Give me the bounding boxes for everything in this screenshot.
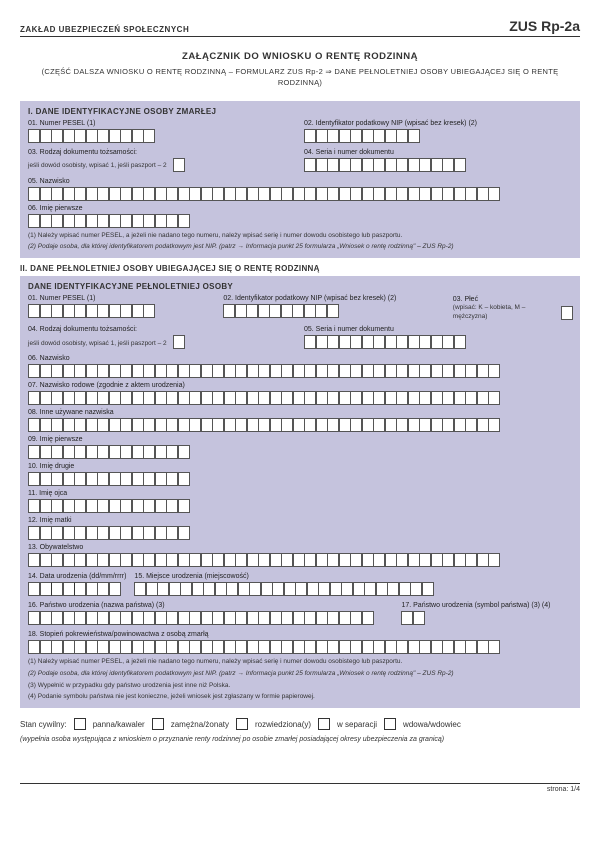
s2-f09: 09. Imię pierwsze <box>28 436 572 443</box>
form-code: ZUS Rp-2a <box>509 18 580 34</box>
checkbox-panna[interactable] <box>74 718 86 730</box>
s2-c10[interactable] <box>28 472 572 486</box>
s2-f16: 16. Państwo urodzenia (nazwa państwa) (3… <box>28 602 393 609</box>
s1-f02: 02. Identyfikator podatkowy NIP (wpisać … <box>304 120 572 127</box>
s1-docnum[interactable] <box>304 158 572 172</box>
s2-f03: 03. Płeć <box>453 295 572 304</box>
s2-f11: 11. Imię ojca <box>28 490 572 497</box>
subtitle: (CZĘŚĆ DALSZA WNIOSKU O RENTĘ RODZINNĄ –… <box>20 66 580 89</box>
s1-nip[interactable] <box>304 129 572 143</box>
s1-pesel[interactable] <box>28 129 296 143</box>
s1-note1: (1) Należy wpisać numer PESEL, a jeżeli … <box>28 232 572 241</box>
s2-c17[interactable] <box>401 611 572 625</box>
marital-opt4: w separacji <box>337 720 377 729</box>
s2-f06: 06. Nazwisko <box>28 355 572 362</box>
s2-f02: 02. Identyfikator podatkowy NIP (wpisać … <box>223 295 444 302</box>
s2-f15: 15. Miejsce urodzenia (miejscowość) <box>134 573 572 580</box>
s2-c12[interactable] <box>28 526 572 540</box>
s2-c16[interactable] <box>28 611 393 625</box>
s2-c06[interactable] <box>28 364 572 378</box>
s2-c13[interactable] <box>28 553 572 567</box>
checkbox-rozwiedziona[interactable] <box>236 718 248 730</box>
s2-plec[interactable] <box>561 306 573 320</box>
s2-f08: 08. Inne używane nazwiska <box>28 409 572 416</box>
s2-f18: 18. Stopień pokrewieństwa/powinowactwa z… <box>28 631 572 638</box>
marital-label: Stan cywilny: <box>20 720 67 729</box>
marital-note: (wypełnia osoba występująca z wnioskiem … <box>20 736 580 743</box>
marital-opt1: panna/kawaler <box>93 720 145 729</box>
s2-note3: (3) Wypełnić w przypadku gdy państwo uro… <box>28 682 572 691</box>
section2-panel: DANE IDENTYFIKACYJNE PEŁNOLETNIEJ OSOBY … <box>20 276 580 708</box>
s2-note1: (1) Należy wpisać numer PESEL, a jeżeli … <box>28 658 572 667</box>
s2-doctype[interactable] <box>173 335 185 349</box>
s2-c09[interactable] <box>28 445 572 459</box>
s2-nip[interactable] <box>223 304 444 318</box>
marital-opt2: zamężna/żonaty <box>171 720 229 729</box>
s2-f17: 17. Państwo urodzenia (symbol państwa) (… <box>401 602 572 609</box>
s2-c11[interactable] <box>28 499 572 513</box>
s1-f03: 03. Rodzaj dokumentu tożsamości: <box>28 149 296 156</box>
section1-heading: I. DANE IDENTYFIKACYJNE OSOBY ZMARŁEJ <box>28 107 572 116</box>
s2-f07: 07. Nazwisko rodowe (zgodnie z aktem uro… <box>28 382 572 389</box>
marital-opt5: wdowa/wdowiec <box>403 720 461 729</box>
s2-c08[interactable] <box>28 418 572 432</box>
s2-f10: 10. Imię drugie <box>28 463 572 470</box>
s1-f05: 05. Nazwisko <box>28 178 572 185</box>
s2-f04: 04. Rodzaj dokumentu tożsamości: <box>28 326 296 333</box>
section1-panel: I. DANE IDENTYFIKACYJNE OSOBY ZMARŁEJ 01… <box>20 101 580 259</box>
s1-doctype[interactable] <box>173 158 185 172</box>
agency-name: ZAKŁAD UBEZPIECZEŃ SPOŁECZNYCH <box>20 25 189 34</box>
marital-row: Stan cywilny: panna/kawaler zamężna/żona… <box>20 718 580 730</box>
s2-f04sub: jeśli dowód osobisty, wpisać 1, jeśli pa… <box>28 340 167 347</box>
s2-f03sub: (wpisać: K – kobieta, M – mężczyzna) <box>453 304 557 321</box>
section2-subheading: DANE IDENTYFIKACYJNE PEŁNOLETNIEJ OSOBY <box>28 282 572 291</box>
checkbox-wdowa[interactable] <box>384 718 396 730</box>
s2-date-m[interactable] <box>51 582 74 596</box>
s2-date-d[interactable] <box>28 582 51 596</box>
s1-imie[interactable] <box>28 214 572 228</box>
s1-f06: 06. Imię pierwsze <box>28 205 572 212</box>
s2-c18[interactable] <box>28 640 572 654</box>
footer: strona: 1/4 <box>20 783 580 793</box>
s2-c15[interactable] <box>134 582 572 596</box>
title: ZAŁĄCZNIK DO WNIOSKU O RENTĘ RODZINNĄ <box>20 51 580 62</box>
s1-nazwisko[interactable] <box>28 187 572 201</box>
s2-f05: 05. Seria i numer dokumentu <box>304 326 572 333</box>
s2-f12: 12. Imię matki <box>28 517 572 524</box>
s2-f14: 14. Data urodzenia (dd/mm/rrrr) <box>28 573 126 580</box>
checkbox-separacja[interactable] <box>318 718 330 730</box>
marital-opt3: rozwiedziona(y) <box>255 720 311 729</box>
checkbox-zamezna[interactable] <box>152 718 164 730</box>
section2-heading: II. DANE PEŁNOLETNIEJ OSOBY UBIEGAJĄCEJ … <box>20 264 580 273</box>
s2-date-y[interactable] <box>74 582 120 596</box>
s1-f03sub: jeśli dowód osobisty, wpisać 1, jeśli pa… <box>28 162 167 169</box>
s2-f13: 13. Obywatelstwo <box>28 544 572 551</box>
s2-c07[interactable] <box>28 391 572 405</box>
s1-note2: (2) Podaje osoba, dla której identyfikat… <box>28 243 572 252</box>
s2-f01: 01. Numer PESEL (1) <box>28 295 215 302</box>
s1-f01: 01. Numer PESEL (1) <box>28 120 296 127</box>
s2-docnum[interactable] <box>304 335 572 349</box>
s2-pesel[interactable] <box>28 304 215 318</box>
s1-f04: 04. Seria i numer dokumentu <box>304 149 572 156</box>
s2-note2: (2) Podaje osoba, dla której identyfikat… <box>28 670 572 679</box>
s2-note4: (4) Podanie symbolu państwa nie jest kon… <box>28 693 572 702</box>
